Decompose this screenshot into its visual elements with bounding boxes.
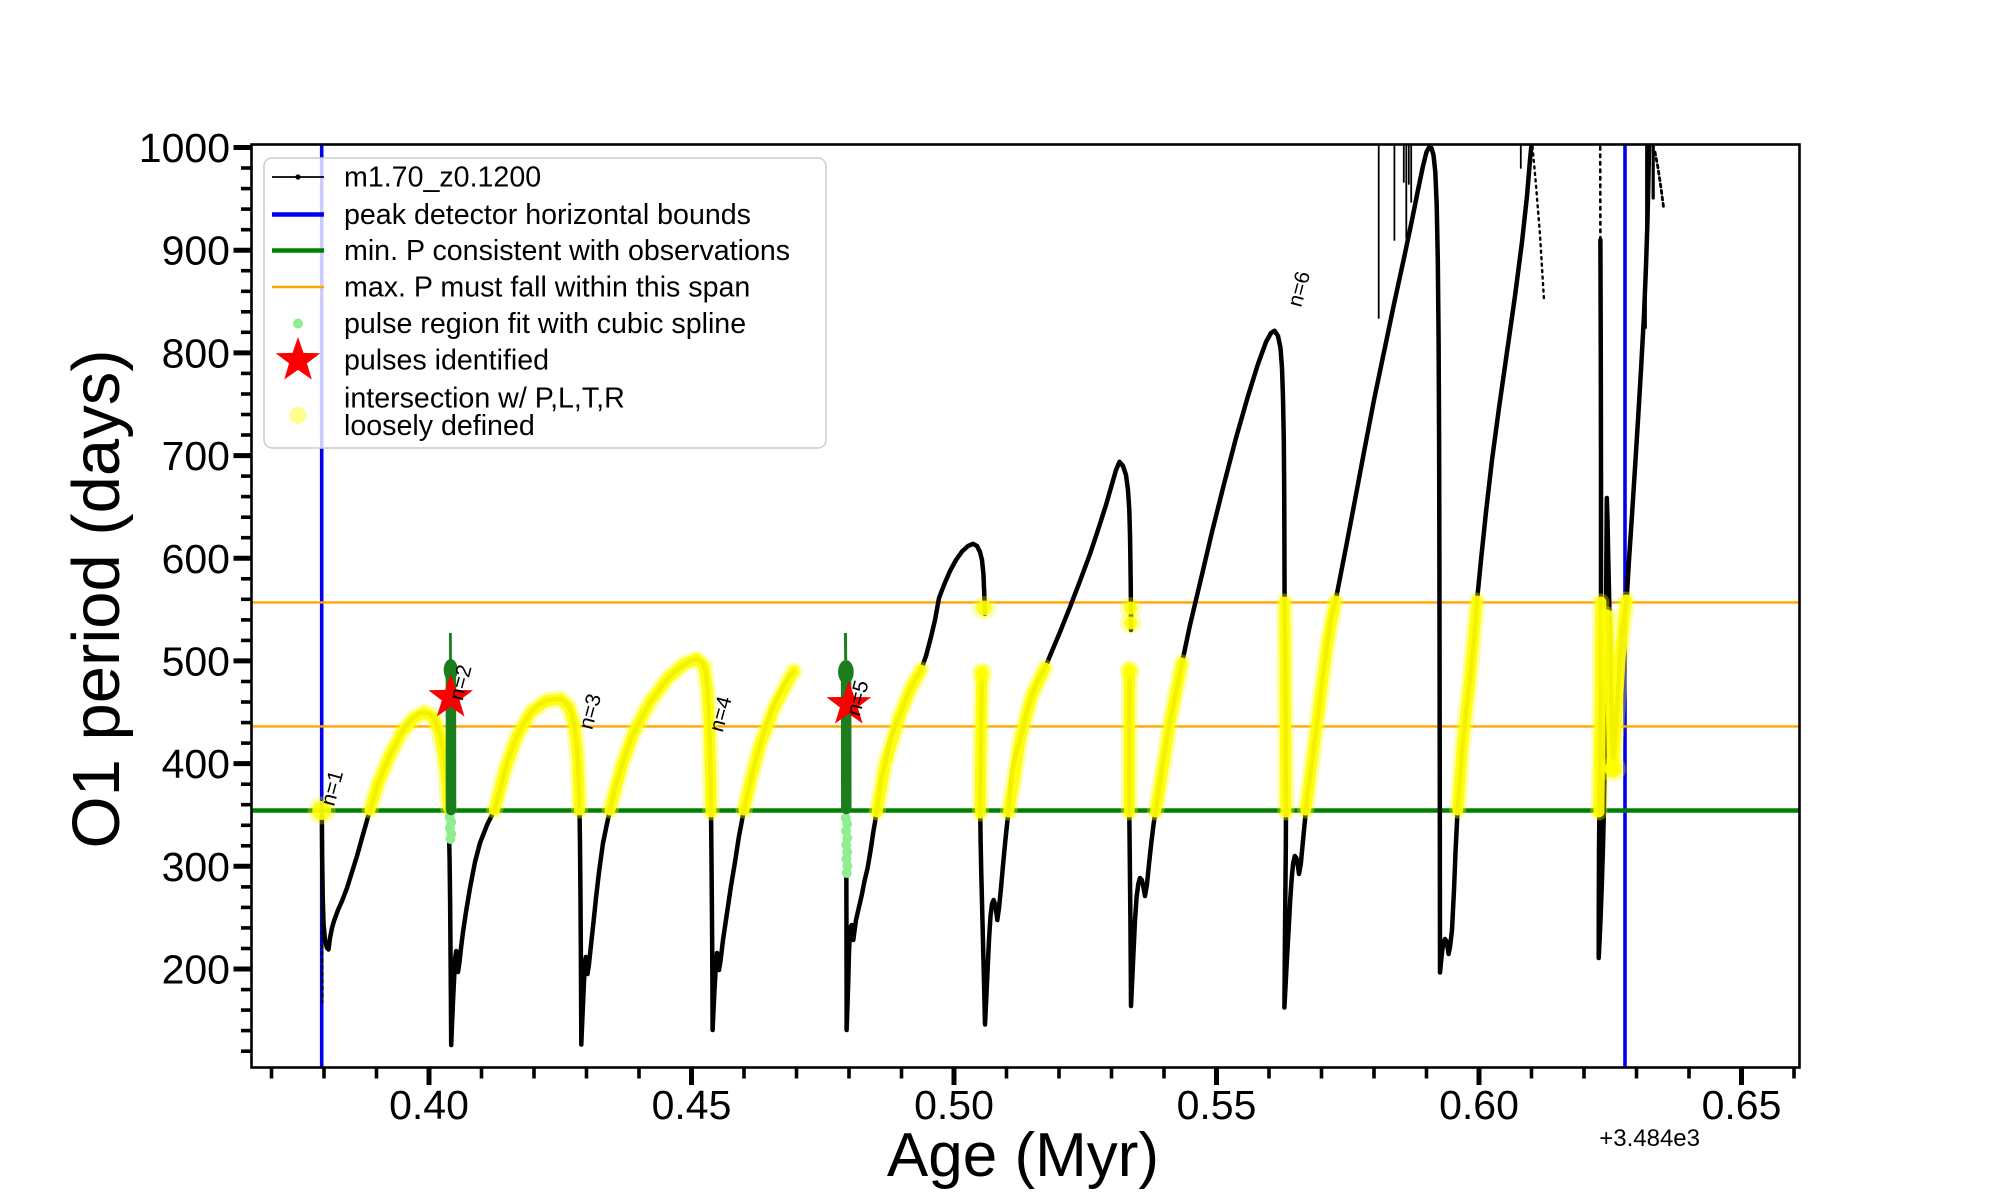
svg-text:+3.484e3: +3.484e3 <box>1599 1125 1700 1152</box>
svg-text:0.65: 0.65 <box>1702 1082 1782 1128</box>
svg-text:max. P must fall within this s: max. P must fall within this span <box>344 272 750 304</box>
svg-text:peak detector horizontal bound: peak detector horizontal bounds <box>344 199 751 231</box>
svg-text:intersection w/ P,L,T,R: intersection w/ P,L,T,R <box>344 383 625 415</box>
svg-text:500: 500 <box>162 638 230 684</box>
svg-text:800: 800 <box>162 330 230 376</box>
svg-text:700: 700 <box>162 433 230 479</box>
svg-text:0.60: 0.60 <box>1439 1082 1519 1128</box>
svg-text:loosely defined: loosely defined <box>344 410 535 442</box>
svg-text:0.45: 0.45 <box>652 1082 732 1128</box>
svg-text:min. P consistent with observa: min. P consistent with observations <box>344 235 790 267</box>
svg-text:300: 300 <box>162 844 230 890</box>
svg-text:Age (Myr): Age (Myr) <box>887 1121 1159 1190</box>
svg-text:pulse region fit with cubic sp: pulse region fit with cubic spline <box>344 308 746 340</box>
svg-text:m1.70_z0.1200: m1.70_z0.1200 <box>344 162 541 194</box>
svg-text:pulses identified: pulses identified <box>344 345 549 377</box>
svg-text:0.50: 0.50 <box>914 1082 994 1128</box>
svg-text:1000: 1000 <box>139 125 230 171</box>
svg-text:0.40: 0.40 <box>389 1082 469 1128</box>
svg-text:O1 period (days): O1 period (days) <box>59 350 134 849</box>
svg-text:400: 400 <box>162 741 230 787</box>
svg-text:200: 200 <box>162 947 230 993</box>
svg-text:0.55: 0.55 <box>1177 1082 1257 1128</box>
svg-text:600: 600 <box>162 536 230 582</box>
svg-text:900: 900 <box>162 228 230 274</box>
